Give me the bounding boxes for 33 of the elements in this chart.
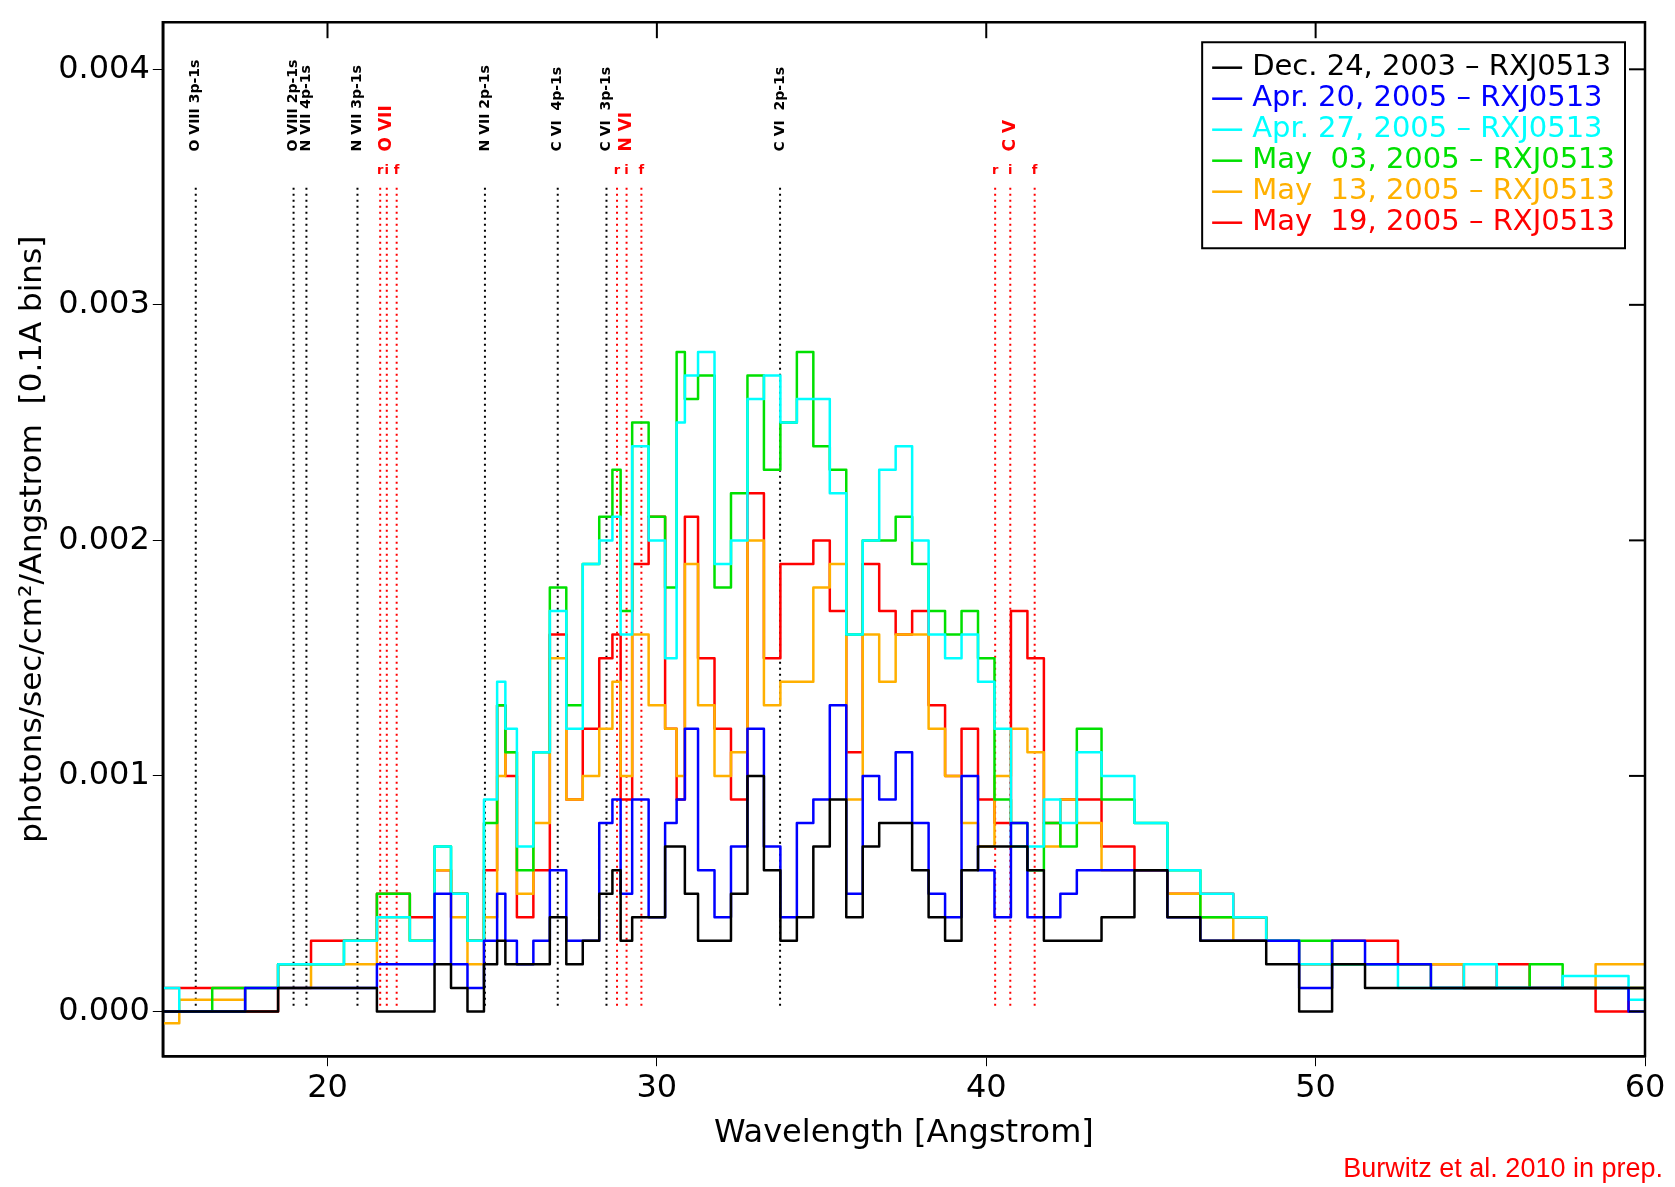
y-tick-label: 0.003 [58,283,150,322]
annotation: C V [998,119,1019,152]
ref-line-label: f [638,162,645,178]
annotation: N VI [614,111,635,152]
x-tick-label: 40 [965,1066,1007,1105]
y-tick-label: 0.004 [58,47,150,86]
x-tick-label: 30 [636,1066,678,1105]
ref-line-label: r [376,162,384,178]
legend-label: Dec. 24, 2003 – RXJ0513 [1252,48,1612,83]
annotation: O VII [375,105,396,152]
ref-line-label: i [1008,162,1013,178]
ref-line-label: r [991,162,999,178]
y-tick-label: 0.001 [58,754,150,793]
x-axis-title: Wavelength [Angstrom] [713,1112,1094,1151]
ref-line-label: C VI 2p-1s [770,66,787,152]
y-tick-label: 0.002 [58,518,150,557]
x-tick-label: 20 [307,1066,348,1105]
x-tick-label: 60 [1624,1066,1666,1105]
ref-line-label: N VII 3p-1s [348,65,365,152]
ref-line-label: C VI 3p-1s [597,66,614,152]
ref-line-label: r [613,162,621,178]
x-tick-label: 50 [1295,1066,1336,1105]
ref-line-label: O VIII 2p-1s [284,59,301,152]
ref-line-label: f [393,162,400,178]
ref-line-label: i [624,162,629,178]
ref-line-label: O VIII 3p-1s [186,59,203,152]
ref-line-label: f [1031,162,1038,178]
ref-line-label: i [384,162,390,178]
text: Burwitz et al. 2010 in prep. [1343,1152,1663,1183]
ref-line-label: C VI 4p-1s [548,66,565,152]
y-tick-label: 0.000 [58,989,150,1028]
ref-line-label: N VII 2p-1s [475,65,492,152]
y-axis-title: photons/sec/cm²/Angstrom [0.1A bins] [11,235,48,843]
